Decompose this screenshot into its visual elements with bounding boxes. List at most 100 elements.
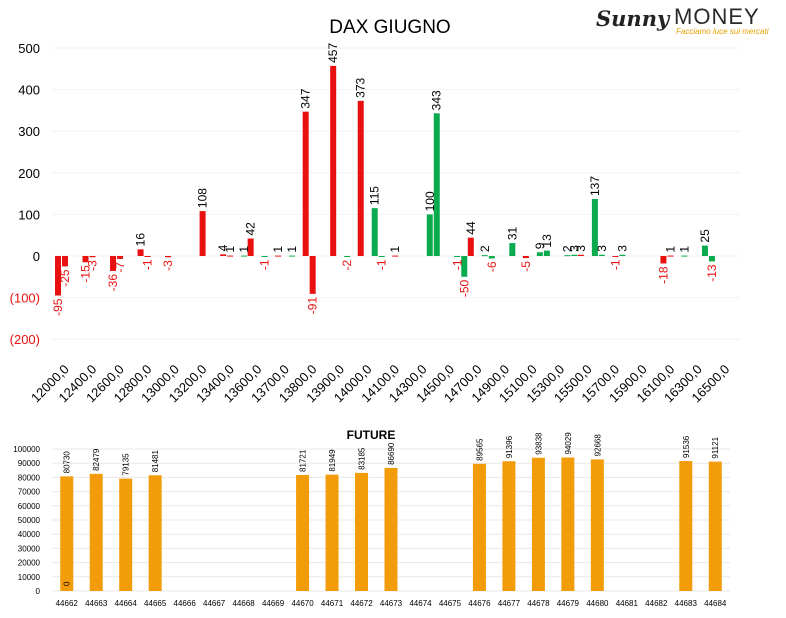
- dax-data-label: 100: [423, 191, 437, 211]
- dax-bar: [467, 237, 474, 256]
- future-y-tick-label: 50000: [18, 516, 41, 525]
- dax-bar: [454, 256, 461, 257]
- dax-bar: [564, 255, 571, 257]
- dax-bar: [612, 256, 619, 257]
- future-x-tick-label: 44663: [85, 599, 108, 608]
- future-y-tick-label: 60000: [18, 502, 41, 511]
- dax-bar: [371, 208, 378, 256]
- dax-data-label: -25: [58, 269, 72, 287]
- dax-bar: [543, 250, 550, 256]
- dax-data-label: -1: [375, 259, 389, 270]
- future-y-tick-label: 100000: [13, 445, 40, 454]
- dax-data-label: -95: [51, 298, 65, 316]
- dax-bar: [481, 255, 488, 257]
- future-x-tick-label: 44683: [675, 599, 698, 608]
- dax-data-label: 2: [478, 245, 492, 252]
- dax-bar: [660, 256, 667, 264]
- dax-data-label: 1: [677, 246, 691, 253]
- future-data-label: 79135: [122, 453, 131, 476]
- future-x-tick-label: 44669: [262, 599, 285, 608]
- dax-bar: [509, 243, 516, 256]
- future-bar: [119, 478, 133, 591]
- dax-bar: [309, 256, 316, 294]
- future-bar: [561, 457, 575, 591]
- logo-sunny-text: Sunny: [596, 6, 670, 31]
- dax-data-label: 457: [326, 43, 340, 63]
- dax-data-label: 1: [271, 246, 285, 253]
- dax-y-tick-label: 200: [18, 166, 40, 181]
- future-bar: [384, 467, 398, 591]
- future-data-label: 81481: [151, 450, 160, 473]
- future-data-label: 91121: [711, 436, 720, 458]
- future-data-label: 86690: [387, 442, 396, 465]
- future-bar: [679, 461, 693, 591]
- dax-bar: [55, 256, 61, 296]
- dax-data-label: 4: [216, 244, 230, 251]
- dax-bar: [577, 254, 584, 256]
- dax-bar: [598, 254, 605, 256]
- future-x-tick-label: 44670: [291, 599, 314, 608]
- dax-bar: [289, 255, 296, 257]
- dax-bar: [82, 256, 89, 263]
- future-bar: [355, 472, 369, 591]
- dax-bar: [62, 256, 68, 267]
- logo-money-text: MONEY: [674, 4, 760, 29]
- future-y-tick-label: 80000: [18, 473, 41, 482]
- future-x-tick-label: 44677: [498, 599, 521, 608]
- future-bar: [472, 463, 486, 591]
- dax-data-label: -18: [656, 266, 670, 284]
- future-chart-title: FUTURE: [347, 428, 396, 442]
- dax-y-tick-label: 500: [18, 41, 40, 56]
- future-bars: [60, 457, 722, 591]
- dax-bar: [241, 255, 248, 257]
- dax-y-tick-label: 300: [18, 124, 40, 139]
- dax-data-label: 31: [505, 226, 519, 240]
- dax-data-label: -91: [306, 297, 320, 315]
- dax-bar: [344, 256, 351, 257]
- dax-bar: [461, 256, 468, 277]
- dax-bar: [433, 113, 440, 256]
- dax-bar: [275, 255, 282, 257]
- dax-bar: [199, 211, 206, 256]
- future-x-tick-label: 44681: [616, 599, 639, 608]
- future-data-label: 91396: [505, 435, 514, 458]
- dax-data-label: -3: [161, 260, 175, 271]
- dax-data-label: 1: [237, 246, 251, 253]
- dax-data-label: 137: [588, 176, 602, 196]
- dax-bar: [392, 255, 399, 257]
- dax-data-label: 1: [223, 246, 237, 253]
- dax-bar: [378, 256, 385, 257]
- dax-data-label: 9: [533, 242, 547, 249]
- future-bar: [590, 459, 604, 591]
- future-bar: [531, 457, 545, 591]
- dax-y-tick-label: 100: [18, 207, 40, 222]
- dax-data-label: 13: [540, 234, 554, 248]
- future-data-label: 80730: [63, 451, 72, 474]
- dax-data-label: 373: [354, 77, 368, 97]
- future-x-tick-label: 44672: [350, 599, 373, 608]
- future-bar: [148, 475, 162, 591]
- dax-bar: [144, 256, 151, 257]
- future-data-label: 81721: [299, 449, 308, 472]
- dax-data-label: -13: [705, 264, 719, 282]
- dax-bar: [488, 256, 495, 259]
- dax-bar: [522, 256, 529, 259]
- dax-data-label: 1: [388, 246, 402, 253]
- dax-data-label: 25: [698, 229, 712, 243]
- dax-data-label: -2: [340, 260, 354, 271]
- dax-axes: 5004003002001000(100)(200)12000,012400,0…: [10, 41, 733, 405]
- future-data-label: 83185: [358, 447, 367, 470]
- future-data-labels: 80730 82479 79135 81481 81721 81949 83185 86690…: [63, 432, 721, 586]
- dax-data-label: 3: [595, 245, 609, 252]
- sunny-money-logo: Sunny MONEY Facciamo luce sui mercati: [596, 4, 776, 38]
- dax-bar: [536, 252, 543, 256]
- future-data-label: 92668: [593, 434, 602, 457]
- future-y-tick-label: 90000: [18, 459, 41, 468]
- dax-data-label: -1: [450, 259, 464, 270]
- dax-y-tick-label: (100): [10, 291, 40, 306]
- future-x-tick-label: 44673: [380, 599, 403, 608]
- dax-data-label: -1: [258, 259, 272, 270]
- dax-data-label: 108: [196, 188, 210, 208]
